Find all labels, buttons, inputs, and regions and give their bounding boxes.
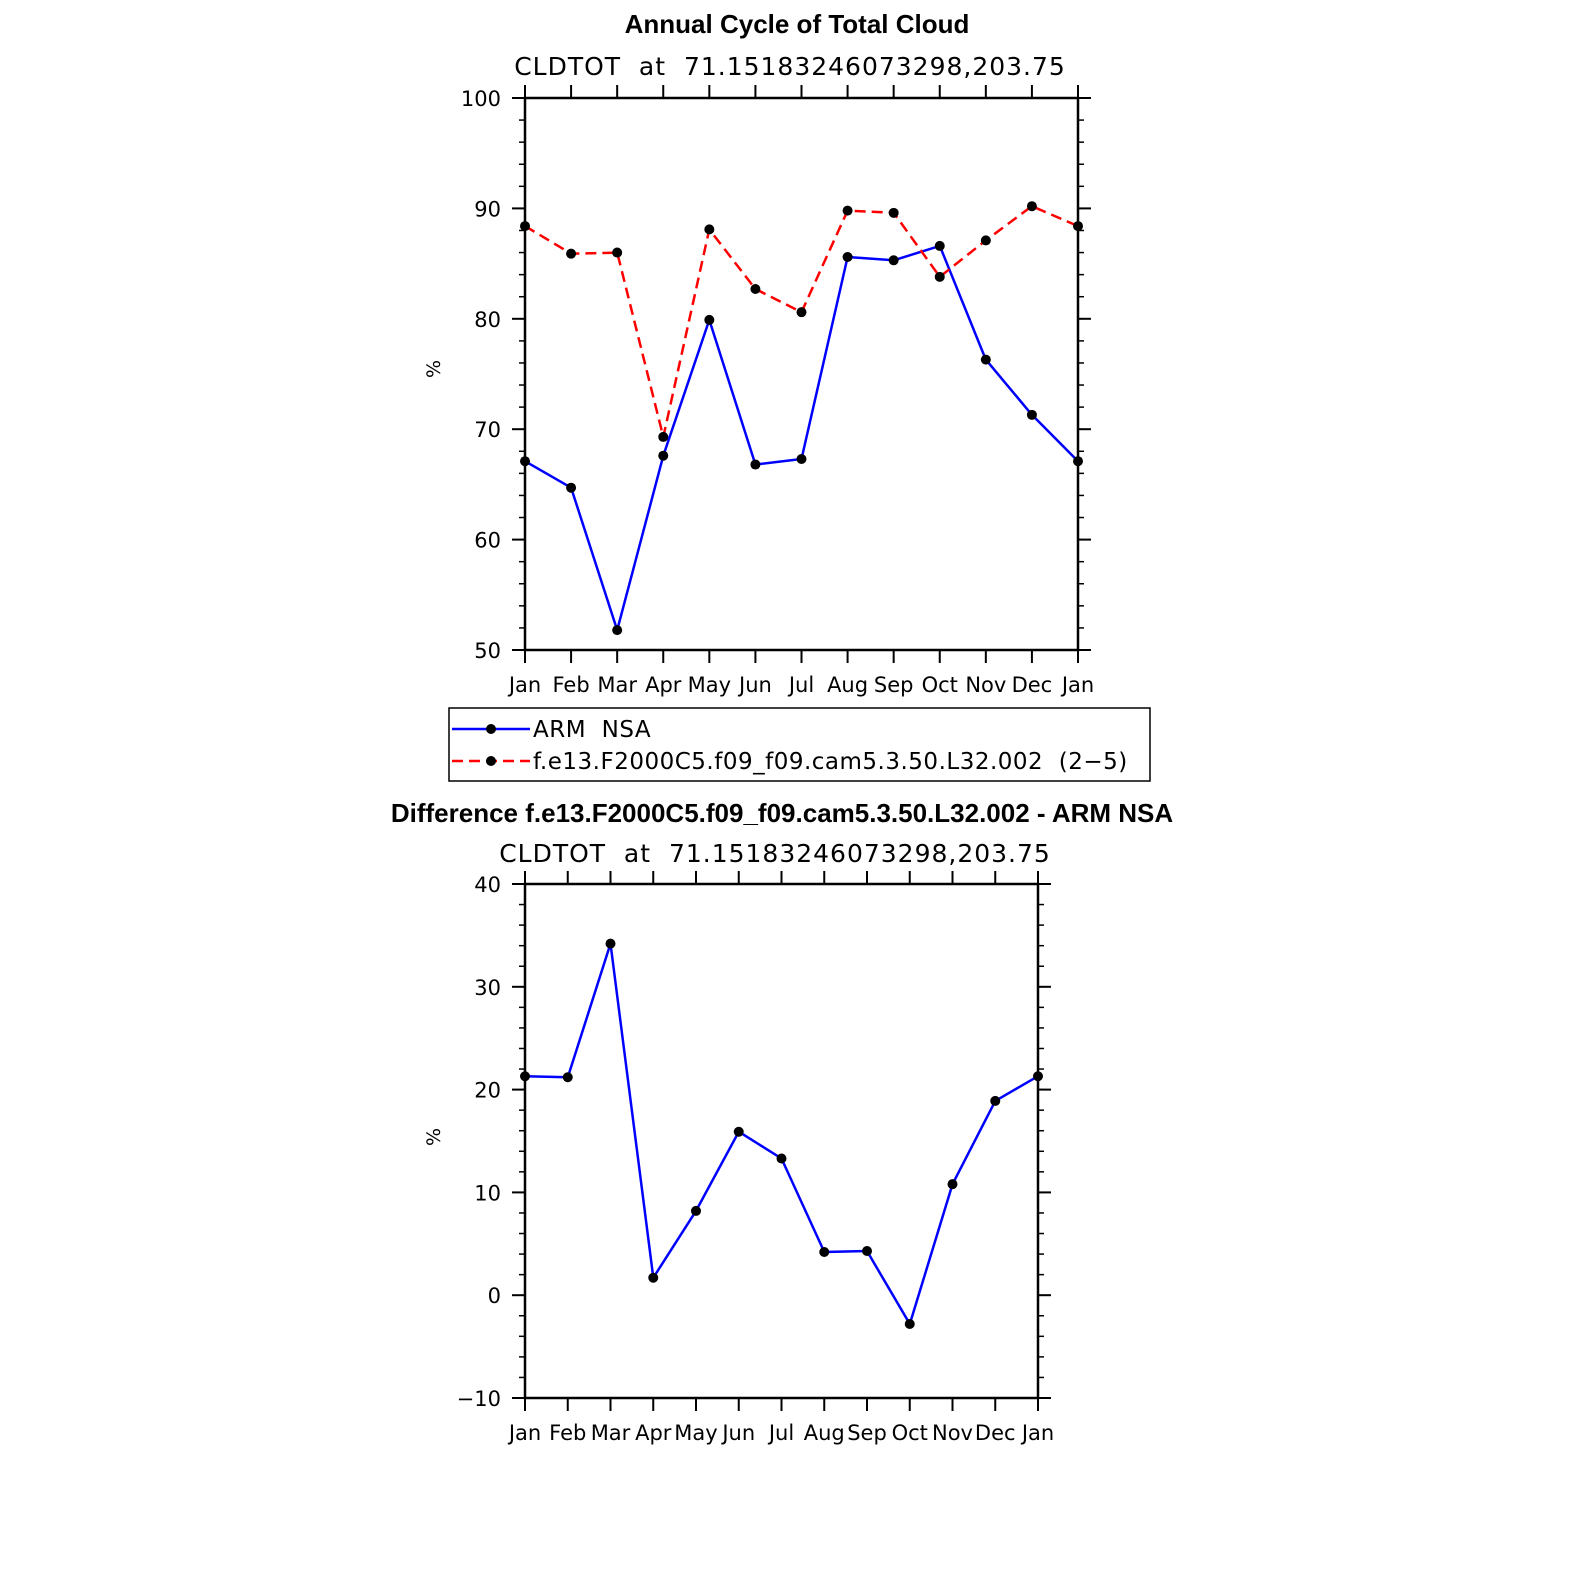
chart2-xtick-label: Jul — [767, 1421, 794, 1445]
chart1-series-0-point — [612, 625, 623, 636]
chart2-series-0-point — [691, 1205, 701, 1216]
chart1-plot-frame — [523, 96, 1080, 652]
chart2-xtick-label: Mar — [591, 1421, 631, 1445]
chart1-xtick-label: Jan — [1060, 673, 1094, 697]
chart1-series-1-point — [520, 221, 530, 232]
chart1-xtick-label: Aug — [827, 673, 868, 697]
chart1-series-0-point — [842, 251, 853, 262]
chart1-xtick-label: Jun — [737, 673, 772, 697]
chart2-series-0-point — [605, 938, 616, 949]
chart1-series-1-point — [612, 247, 623, 258]
chart2-series-0-point — [904, 1318, 915, 1329]
chart2-series-line-0 — [524, 942, 1039, 1326]
chart1-ytick-label: 100 — [461, 87, 501, 111]
chart1-series-0-point — [1026, 409, 1037, 420]
chart1-series — [520, 201, 1083, 636]
legend-label-arm-nsa: ARM NSA — [533, 717, 651, 743]
legend-label-model: f.e13.F2000C5.f09_f09.cam5.3.50.L32.002 … — [533, 749, 1128, 775]
chart1-series-line-1 — [524, 204, 1079, 439]
chart1-xtick-label: Apr — [645, 673, 682, 697]
chart2-xtick-label: Oct — [892, 1421, 928, 1445]
chart2-series-0-point — [520, 1071, 530, 1082]
chart2-xtick-label: Jan — [507, 1421, 541, 1445]
chart2-xtick-label: Aug — [804, 1421, 845, 1445]
chart2-series-0-point — [776, 1153, 787, 1164]
chart2-ytick-label: −10 — [457, 1387, 501, 1411]
chart1-xtick-label: May — [688, 673, 731, 697]
chart2-xtick-label: Jun — [720, 1421, 755, 1445]
chart1-series-1-point — [750, 283, 761, 294]
chart1-xtick-label: Jul — [787, 673, 814, 697]
chart2-title: Difference f.e13.F2000C5.f09_f09.cam5.3.… — [391, 798, 1174, 828]
chart1-series-1-point — [704, 224, 715, 235]
chart1-xtick-label: Sep — [874, 673, 914, 697]
chart1-series-1-point — [1073, 221, 1083, 232]
chart1-series-1-point — [1026, 201, 1037, 212]
chart2-xtick-label: Nov — [932, 1421, 973, 1445]
chart2-ylabel: % — [423, 1128, 445, 1146]
chart1-series-1-point — [888, 207, 899, 218]
chart2-series-0-point — [648, 1272, 659, 1283]
chart1-series-1-point — [842, 205, 853, 216]
chart1-title: Annual Cycle of Total Cloud — [625, 9, 970, 39]
chart2-xtick-label: Apr — [635, 1421, 672, 1445]
chart1-series-0-point — [1073, 456, 1083, 467]
chart1-series-line-0 — [524, 244, 1079, 632]
chart2-series-0-point — [733, 1126, 744, 1137]
chart1-ytick-label: 90 — [474, 197, 501, 221]
chart2-ytick-label: 0 — [488, 1284, 501, 1308]
chart2-series-0-point — [990, 1095, 1001, 1106]
chart1-series-1-point — [934, 271, 945, 282]
chart2-xtick-label: Dec — [975, 1421, 1016, 1445]
chart1-series-1-point — [658, 431, 669, 442]
chart2-series-0-point — [562, 1072, 573, 1083]
chart1-series-0-point — [704, 314, 715, 325]
chart1-xtick-label: Dec — [1012, 673, 1053, 697]
chart2-xtick-label: May — [674, 1421, 717, 1445]
chart1-ytick-label: 60 — [474, 529, 501, 553]
chart2-series-0-point — [819, 1247, 830, 1258]
chart1-subtitle: CLDTOT at 71.15183246073298,203.75 — [514, 52, 1066, 81]
chart1-ytick-label: 50 — [474, 639, 501, 663]
chart1-xtick-label: Nov — [965, 673, 1006, 697]
chart1-series-1-point — [796, 307, 807, 318]
chart1-series-0-point — [980, 354, 991, 365]
chart1-xtick-label: Jan — [507, 673, 541, 697]
chart2-ytick-label: 40 — [474, 873, 501, 897]
chart2-xtick-label: Jan — [1020, 1421, 1054, 1445]
chart2-series-0-point — [947, 1179, 958, 1190]
chart2-series-0-point — [862, 1245, 872, 1256]
chart1-ytick-label: 80 — [474, 308, 501, 332]
chart2-axes: Jan Feb Mar Apr May Jun Jul Aug Sep Oct Nov Dec Jan−… — [457, 871, 1054, 1445]
chart1-series-0-point — [658, 450, 669, 461]
chart1-series-0-point — [566, 482, 577, 493]
chart1-ytick-label: 70 — [474, 418, 501, 442]
legend-marker-model — [486, 756, 496, 766]
chart2-series-0-point — [1033, 1071, 1043, 1082]
chart1-legend: ARM NSA f.e13.F2000C5.f09_f09.cam5.3.50.… — [448, 707, 1151, 782]
chart2-ytick-label: 20 — [474, 1079, 501, 1103]
chart1-series-1-point — [566, 248, 577, 259]
chart1-series-0-point — [934, 240, 945, 251]
chart2-xtick-label: Feb — [549, 1421, 586, 1445]
chart1-xtick-label: Oct — [922, 673, 958, 697]
chart1-series-0-point — [520, 456, 530, 467]
legend-box — [448, 707, 1151, 782]
chart1-series-0-point — [796, 454, 807, 465]
chart2-subtitle: CLDTOT at 71.15183246073298,203.75 — [499, 839, 1051, 868]
chart2-plot-frame — [523, 882, 1040, 1400]
legend-marker-arm-nsa — [486, 724, 496, 734]
chart1-xtick-label: Mar — [597, 673, 637, 697]
chart2-ytick-label: 30 — [474, 976, 501, 1000]
chart1-axes: Jan Feb Mar Apr May Jun Jul Aug Sep Oct Nov Dec Jan5… — [461, 85, 1094, 697]
chart1-series-0-point — [750, 459, 761, 470]
chart2-xtick-label: Sep — [847, 1421, 887, 1445]
chart1-series-0-point — [888, 255, 899, 266]
chart2-ytick-label: 10 — [474, 1181, 501, 1205]
chart1-series-1-point — [980, 235, 991, 246]
chart2-series — [520, 938, 1043, 1329]
chart1-ylabel: % — [423, 360, 445, 378]
chart1-xtick-label: Feb — [552, 673, 589, 697]
